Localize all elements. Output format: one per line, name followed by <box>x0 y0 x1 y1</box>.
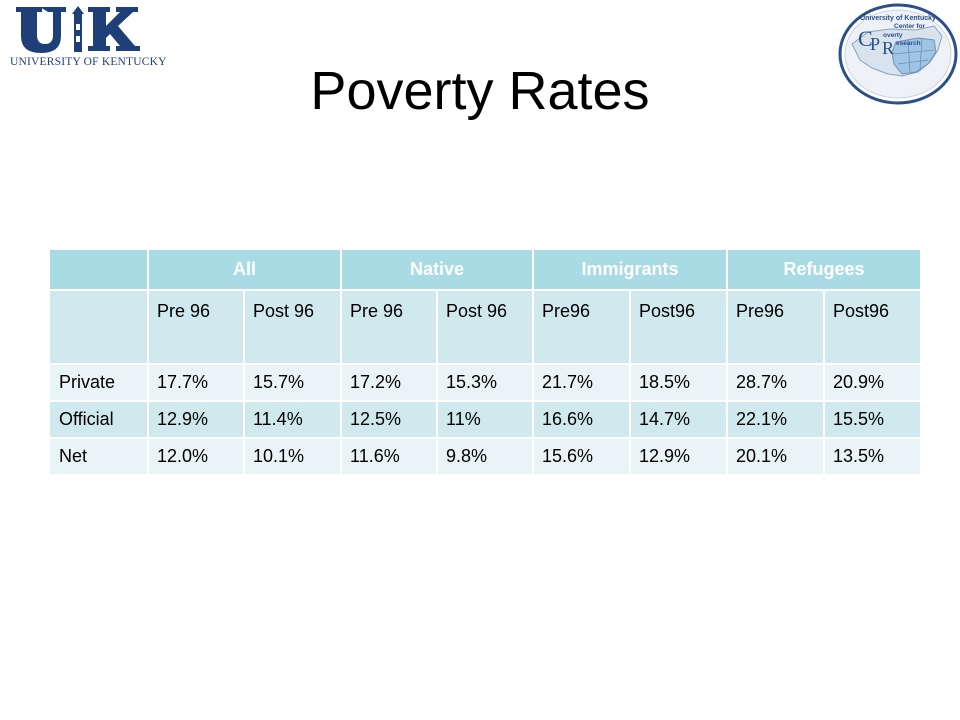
group-header-row: All Native Immigrants Refugees <box>48 248 923 291</box>
rate-cell: 9.8% <box>436 437 535 476</box>
group-header-native: Native <box>340 248 535 291</box>
cpr-letter-c: C <box>858 26 873 51</box>
uk-name-text: UNIVERSITY OF KENTUCKY <box>10 56 167 68</box>
rate-cell: 14.7% <box>629 400 729 439</box>
row-label: Official <box>48 400 149 439</box>
university-of-kentucky-logo: UNIVERSITY OF KENTUCKY <box>10 4 167 70</box>
table-row-private: Private 17.7% 15.7% 17.2% 15.3% 21.7% 18… <box>48 363 923 402</box>
period-header-cell: Post96 <box>823 289 923 365</box>
cpr-letter-r: R <box>882 38 894 58</box>
period-header-cell: Pre 96 <box>147 289 245 365</box>
rate-cell: 11.4% <box>242 400 343 439</box>
uk-wordmark <box>16 6 140 53</box>
table-row-official: Official 12.9% 11.4% 12.5% 11% 16.6% 14.… <box>48 400 923 439</box>
cpr-seal-icon: University of Kentucky Center for C P R … <box>838 3 958 105</box>
rate-cell: 18.5% <box>629 363 729 402</box>
center-for-poverty-research-logo: University of Kentucky Center for C P R … <box>838 2 960 106</box>
rate-cell: 15.3% <box>436 363 535 402</box>
rate-cell: 20.1% <box>726 437 826 476</box>
rate-cell: 11.6% <box>340 437 439 476</box>
period-header-row: Pre 96 Post 96 Pre 96 Post 96 Pre96 Post… <box>48 289 923 365</box>
rate-cell: 22.1% <box>726 400 826 439</box>
rate-cell: 17.7% <box>147 363 245 402</box>
group-header-empty <box>48 248 149 291</box>
cpr-university-text: University of Kentucky <box>860 15 936 22</box>
cpr-center-text: Center for <box>894 23 926 30</box>
rate-cell: 13.5% <box>823 437 923 476</box>
rate-cell: 15.5% <box>823 400 923 439</box>
rate-cell: 11% <box>436 400 535 439</box>
period-header-cell: Pre96 <box>726 289 826 365</box>
period-header-cell: Post 96 <box>436 289 535 365</box>
rate-cell: 16.6% <box>532 400 632 439</box>
group-header-refugees: Refugees <box>726 248 923 291</box>
period-header-cell: Pre 96 <box>340 289 439 365</box>
table-row-net: Net 12.0% 10.1% 11.6% 9.8% 15.6% 12.9% 2… <box>48 437 923 476</box>
row-label: Net <box>48 437 149 476</box>
slide-title: Poverty Rates <box>310 61 650 121</box>
rate-cell: 12.9% <box>147 400 245 439</box>
rate-cell: 15.6% <box>532 437 632 476</box>
group-header-all: All <box>146 248 343 291</box>
rate-cell: 21.7% <box>532 363 632 402</box>
rate-cell: 20.9% <box>823 363 923 402</box>
rate-cell: 10.1% <box>242 437 343 476</box>
row-label: Private <box>48 363 149 402</box>
rate-cell: 15.7% <box>242 363 343 402</box>
cpr-overty-text: overty <box>883 32 903 39</box>
group-header-immigrants: Immigrants <box>532 248 729 291</box>
period-header-cell: Post96 <box>629 289 729 365</box>
poverty-rates-table: All Native Immigrants Refugees Pre 96 Po… <box>48 248 923 476</box>
period-header-cell: Post 96 <box>242 289 343 365</box>
period-header-empty <box>48 289 149 365</box>
cpr-letter-p: P <box>870 34 880 54</box>
rate-cell: 28.7% <box>726 363 826 402</box>
period-header-cell: Pre96 <box>532 289 632 365</box>
cpr-esearch-text: esearch <box>896 40 921 47</box>
rate-cell: 12.0% <box>147 437 245 476</box>
rate-cell: 12.9% <box>629 437 729 476</box>
rate-cell: 12.5% <box>340 400 439 439</box>
rate-cell: 17.2% <box>340 363 439 402</box>
